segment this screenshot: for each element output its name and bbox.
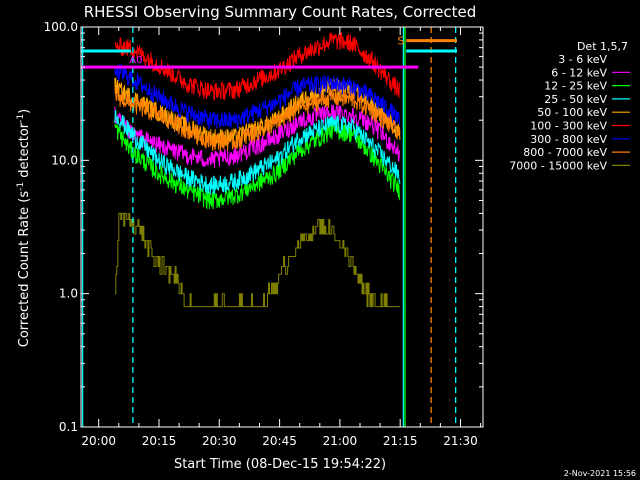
series-line-1 xyxy=(114,104,401,168)
y-tick-label-1: 1.0 xyxy=(59,287,78,301)
series-layer xyxy=(114,32,401,308)
attenuator-label-0: A0 xyxy=(129,55,142,66)
legend-label-1: 6 - 12 keV xyxy=(551,66,607,79)
x-tick-label-5: 21:15 xyxy=(383,434,418,448)
axes-layer: 0.1 1.0 10.0 100.0 20:00 20:15 20:30 20:45 21:00… xyxy=(44,20,484,448)
series-line-5 xyxy=(114,32,401,101)
x-tick-label-2: 20:30 xyxy=(202,434,237,448)
y-tick-label-2: 10.0 xyxy=(51,153,78,167)
y-axis-label: Corrected Count Rate (s-1 detector-1) xyxy=(16,109,32,347)
legend-label-4: 50 - 100 keV xyxy=(537,106,607,119)
legend-label-5: 100 - 300 keV xyxy=(530,120,607,133)
series-line-2 xyxy=(114,121,401,210)
series-line-7 xyxy=(114,86,401,151)
legend-label-6: 300 - 800 keV xyxy=(530,133,607,146)
legend-label-7: 800 - 7000 keV xyxy=(523,146,607,159)
series-line-6 xyxy=(114,63,401,130)
series-line-8 xyxy=(114,212,401,308)
x-axis-label: Start Time (08-Dec-15 19:54:22) xyxy=(174,457,386,472)
annotation-0: S xyxy=(397,35,404,48)
x-tick-label-1: 20:15 xyxy=(142,434,177,448)
legend-label-8: 7000 - 15000 keV xyxy=(509,159,607,172)
footer-date: 2-Nov-2021 15:56 xyxy=(564,469,636,478)
legend-label-2: 12 - 25 keV xyxy=(544,80,607,93)
y-tick-label-0: 0.1 xyxy=(59,420,78,434)
x-tick-label-6: 21:30 xyxy=(443,434,478,448)
x-tick-label-4: 21:00 xyxy=(323,434,358,448)
overlay-layer: A0 S xyxy=(81,27,457,427)
chart-title: RHESSI Observing Summary Count Rates, Co… xyxy=(84,3,477,21)
legend-label-3: 25 - 50 keV xyxy=(544,93,607,106)
y-tick-label-3: 100.0 xyxy=(44,20,78,34)
legend-label-0: 3 - 6 keV xyxy=(558,53,607,66)
x-tick-label-3: 20:45 xyxy=(262,434,297,448)
plot-frame xyxy=(80,26,484,428)
x-tick-label-0: 20:00 xyxy=(81,434,116,448)
series-line-3 xyxy=(114,109,401,195)
legend-title: Det 1,5,7 xyxy=(577,40,628,53)
